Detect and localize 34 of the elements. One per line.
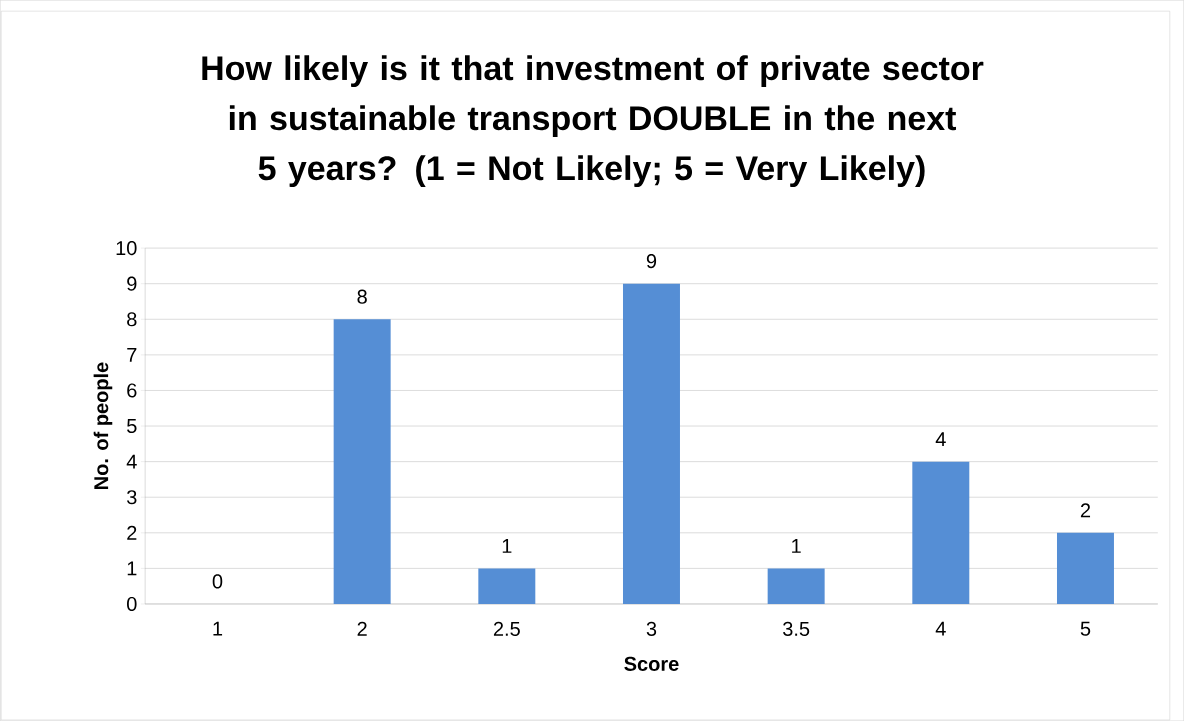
y-tick-label: 2 bbox=[127, 525, 137, 540]
data-label: 0 bbox=[212, 574, 223, 589]
data-label: 1 bbox=[792, 539, 801, 553]
bar bbox=[622, 283, 680, 604]
y-tick-label: 9 bbox=[127, 276, 137, 291]
data-label: 4 bbox=[935, 432, 946, 447]
data-label: 1 bbox=[502, 539, 512, 553]
y-tick-label: 10 bbox=[116, 240, 137, 256]
x-tick-label: 2.5 bbox=[493, 621, 520, 636]
data-label: 8 bbox=[357, 289, 367, 304]
data-label: 9 bbox=[646, 253, 657, 269]
y-tick-label: 6 bbox=[127, 383, 137, 398]
y-tick-label: 3 bbox=[127, 490, 137, 505]
y-axis-title: No. of people bbox=[93, 362, 113, 489]
x-tick-label: 3.5 bbox=[783, 621, 810, 636]
x-tick-label: 5 bbox=[1080, 621, 1091, 636]
chart-title: How likely is it that investment of private sector in sustainable transport DOUBLE in the next 5 years? (1 = Not Likely; 5 = Very Likely) bbox=[202, 55, 984, 187]
y-tick-label: 5 bbox=[127, 419, 137, 433]
bar bbox=[478, 568, 536, 604]
y-tick-label: 0 bbox=[127, 596, 137, 611]
bar bbox=[912, 461, 970, 604]
x-axis-title: Score bbox=[624, 656, 679, 671]
x-tick-label: 3 bbox=[646, 621, 657, 636]
data-label: 2 bbox=[1080, 503, 1091, 518]
y-tick-label: 4 bbox=[126, 454, 137, 469]
y-tick-label: 1 bbox=[127, 561, 137, 576]
bar bbox=[1056, 532, 1114, 604]
y-tick-label: 7 bbox=[127, 347, 137, 362]
x-tick-label: 2 bbox=[357, 621, 367, 636]
x-tick-label: 4 bbox=[935, 621, 946, 636]
bar bbox=[333, 319, 391, 604]
y-tick-label: 8 bbox=[127, 312, 137, 327]
bar bbox=[767, 568, 825, 604]
x-tick-label: 1 bbox=[213, 621, 223, 636]
